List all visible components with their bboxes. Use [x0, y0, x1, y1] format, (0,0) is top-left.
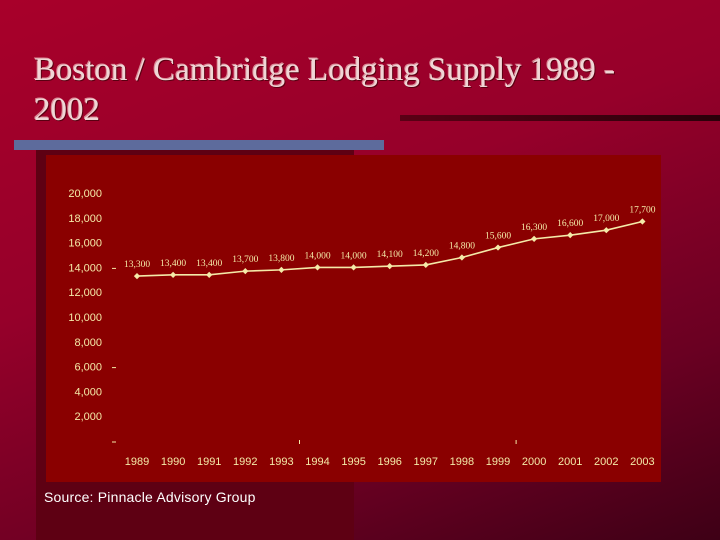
data-point — [278, 266, 285, 273]
data-label: 13,400 — [196, 259, 222, 269]
data-label: 14,800 — [449, 241, 475, 251]
slide-title: Boston / Cambridge Lodging Supply 1989 -… — [34, 52, 616, 128]
data-label: 17,700 — [629, 206, 655, 216]
x-tick-label: 1998 — [450, 456, 474, 468]
x-tick-label: 2001 — [558, 456, 582, 468]
y-tick-label: 12,000 — [68, 287, 102, 299]
y-tick-label: 16,000 — [68, 238, 102, 250]
x-tick-label: 1999 — [486, 456, 510, 468]
source-note: Source: Pinnacle Advisory Group — [44, 489, 256, 505]
x-tick-label: 1997 — [414, 456, 438, 468]
x-tick-label: 1990 — [161, 456, 185, 468]
x-tick-label: 1994 — [305, 456, 329, 468]
data-point — [169, 271, 177, 278]
accent-bar — [14, 140, 384, 150]
data-label: 13,400 — [160, 259, 186, 269]
data-point — [206, 271, 213, 278]
data-label: 14,100 — [377, 250, 403, 260]
data-label: 14,200 — [413, 249, 439, 259]
data-label: 13,300 — [124, 260, 150, 270]
line-chart: 20,000 18,000 16,000 14,000 12,000 10,000 8,00… — [46, 155, 661, 482]
data-point — [350, 264, 357, 271]
y-tick-label: 2,000 — [74, 411, 102, 423]
data-point — [530, 235, 538, 242]
data-point — [603, 227, 610, 234]
y-tick-label: 14,000 — [68, 262, 102, 274]
data-label: 13,700 — [232, 255, 258, 265]
y-tick-label: 10,000 — [68, 312, 102, 324]
data-label: 14,000 — [304, 251, 330, 261]
data-point — [133, 272, 141, 280]
data-label: 15,600 — [485, 232, 511, 242]
data-label: 14,000 — [341, 251, 367, 261]
data-label: 13,800 — [268, 254, 294, 264]
data-label: 16,300 — [521, 223, 547, 233]
title-divider — [400, 115, 720, 121]
x-tick-label: 1991 — [197, 456, 221, 468]
data-point — [494, 244, 502, 251]
data-label: 16,600 — [557, 219, 583, 229]
data-point — [386, 263, 393, 270]
chart-svg: 20,000 18,000 16,000 14,000 12,000 10,000 8,00… — [68, 188, 655, 468]
y-tick-label: 20,000 — [68, 188, 102, 200]
y-tick-label: 8,000 — [74, 337, 102, 349]
x-tick-label: 1995 — [341, 456, 365, 468]
y-tick-label: 4,000 — [74, 386, 102, 398]
y-tick-label: 18,000 — [68, 213, 102, 225]
data-label: 17,000 — [593, 214, 619, 224]
x-tick-label: 2002 — [594, 456, 618, 468]
x-tick-label: 1993 — [269, 456, 293, 468]
x-tick-label: 1992 — [233, 456, 257, 468]
data-point — [639, 218, 646, 225]
data-point — [422, 261, 429, 269]
x-tick-label: 2000 — [522, 456, 546, 468]
data-point — [458, 254, 466, 261]
x-tick-label: 1996 — [377, 456, 401, 468]
y-tick-label: 6,000 — [74, 362, 102, 374]
data-point — [242, 268, 249, 275]
data-point — [314, 264, 321, 271]
data-point — [567, 232, 574, 239]
x-tick-label: 1989 — [125, 456, 149, 468]
x-tick-label: 2003 — [630, 456, 654, 468]
